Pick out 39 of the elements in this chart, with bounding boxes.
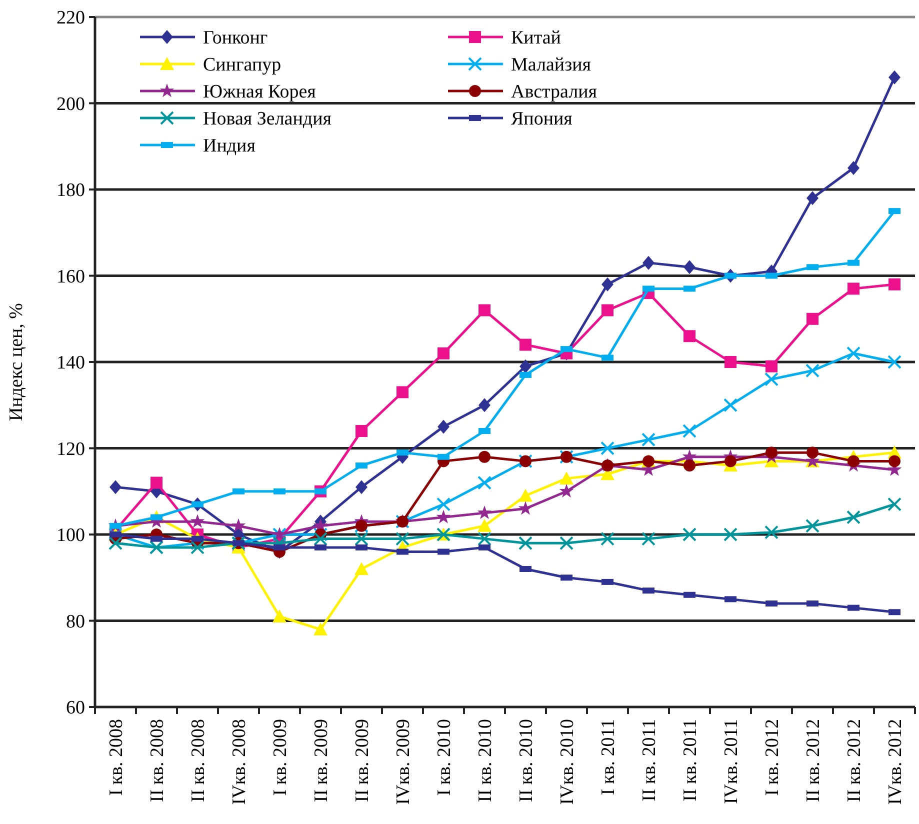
legend-label: Китай: [511, 28, 561, 49]
x-tick-label: II кв. 2012: [844, 719, 866, 802]
legend-label: Южная Корея: [203, 82, 316, 103]
x-tick-label: II кв. 2009: [352, 719, 374, 802]
y-tick-label: 60: [66, 698, 85, 719]
x-tick-label: I кв. 2012: [762, 719, 784, 796]
y-tick-label: 220: [56, 8, 85, 29]
legend-label: Япония: [511, 108, 573, 130]
legend-label: Индия: [203, 136, 256, 157]
x-tick-label: II кв. 2011: [639, 719, 660, 802]
y-tick-label: 180: [56, 180, 85, 202]
legend-label: Гонконг: [203, 28, 268, 49]
y-tick-label: 140: [56, 352, 85, 374]
legend-label: Сингапур: [203, 54, 282, 76]
x-tick-label: II кв. 2010: [475, 719, 496, 802]
y-tick-label: 100: [56, 525, 85, 546]
x-tick-label: II кв. 2009: [311, 719, 332, 802]
y-axis-title: Индекс цен, %: [6, 302, 27, 422]
legend-label: Австралия: [511, 82, 598, 103]
y-tick-label: 160: [56, 266, 85, 288]
x-tick-label: IVкв. 2011: [721, 719, 742, 804]
y-tick-label: 200: [56, 94, 85, 115]
x-tick-label: II кв. 2008: [147, 719, 168, 802]
x-tick-label: I кв. 2010: [434, 719, 456, 796]
legend-label: Малайзия: [511, 54, 592, 76]
x-tick-label: IVкв. 2009: [393, 719, 414, 805]
x-tick-label: II кв. 2012: [803, 719, 824, 802]
x-tick-label: II кв. 2010: [516, 719, 538, 802]
x-tick-label: I кв. 2008: [106, 719, 128, 796]
x-tick-label: IVкв. 2008: [229, 719, 250, 805]
x-tick-label: IVкв. 2010: [557, 719, 578, 805]
x-tick-label: II кв. 2008: [188, 719, 210, 802]
legend-label: Новая Зеландия: [203, 108, 332, 130]
x-tick-label: IVкв. 2012: [885, 719, 906, 805]
x-tick-label: II кв. 2011: [680, 719, 702, 802]
x-tick-label: I кв. 2009: [270, 719, 292, 796]
x-tick-label: I кв. 2011: [598, 719, 620, 796]
y-tick-label: 80: [66, 611, 85, 632]
y-tick-label: 120: [56, 438, 85, 460]
